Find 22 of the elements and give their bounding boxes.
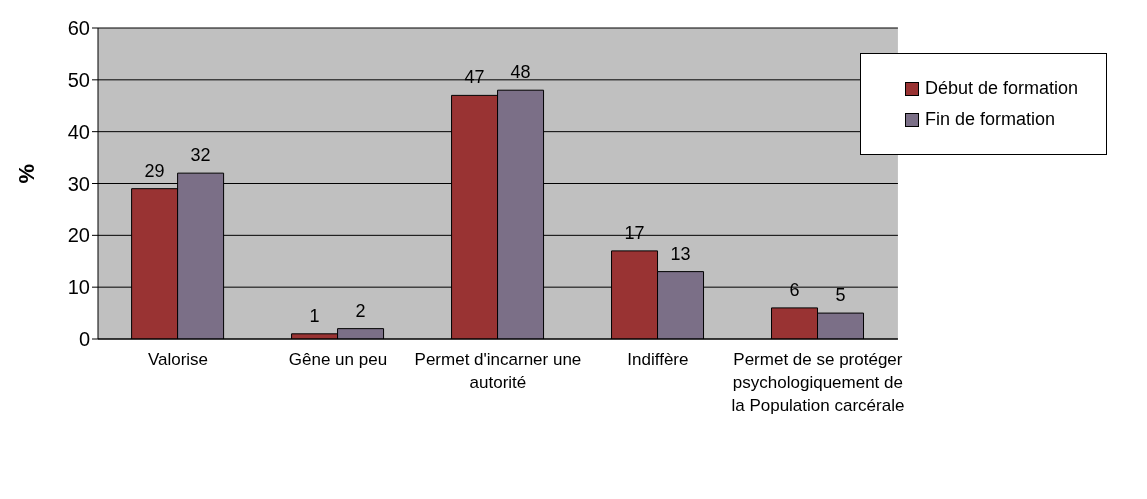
data-label: 5 bbox=[835, 285, 846, 306]
x-tick-label: Permet d'incarner une autorité bbox=[414, 350, 582, 393]
x-tick-label: Permet de se protéger psychologiquement de la Population carcérale bbox=[731, 350, 905, 416]
data-label: 48 bbox=[510, 62, 531, 83]
data-label: 1 bbox=[309, 305, 320, 326]
y-tick-label: 0 bbox=[78, 328, 90, 351]
data-label: 2 bbox=[355, 300, 366, 321]
data-label: 29 bbox=[144, 160, 165, 181]
legend-label: Début de formation bbox=[924, 78, 1078, 99]
x-tick-label: Indiffère bbox=[627, 350, 689, 370]
y-tick-label: 50 bbox=[67, 68, 90, 91]
y-axis-title: % bbox=[13, 163, 39, 184]
y-tick-label: 10 bbox=[67, 276, 90, 299]
y-tick-label: 60 bbox=[67, 17, 90, 40]
y-tick-label: 20 bbox=[67, 224, 90, 247]
x-tick-label: Valorise bbox=[147, 350, 209, 370]
y-tick-label: 30 bbox=[67, 172, 90, 195]
data-label: 13 bbox=[670, 243, 691, 264]
legend-label: Fin de formation bbox=[924, 109, 1055, 130]
data-label: 32 bbox=[190, 145, 211, 166]
y-tick-label: 40 bbox=[67, 120, 90, 143]
x-tick-label: Gêne un peu bbox=[288, 350, 388, 370]
